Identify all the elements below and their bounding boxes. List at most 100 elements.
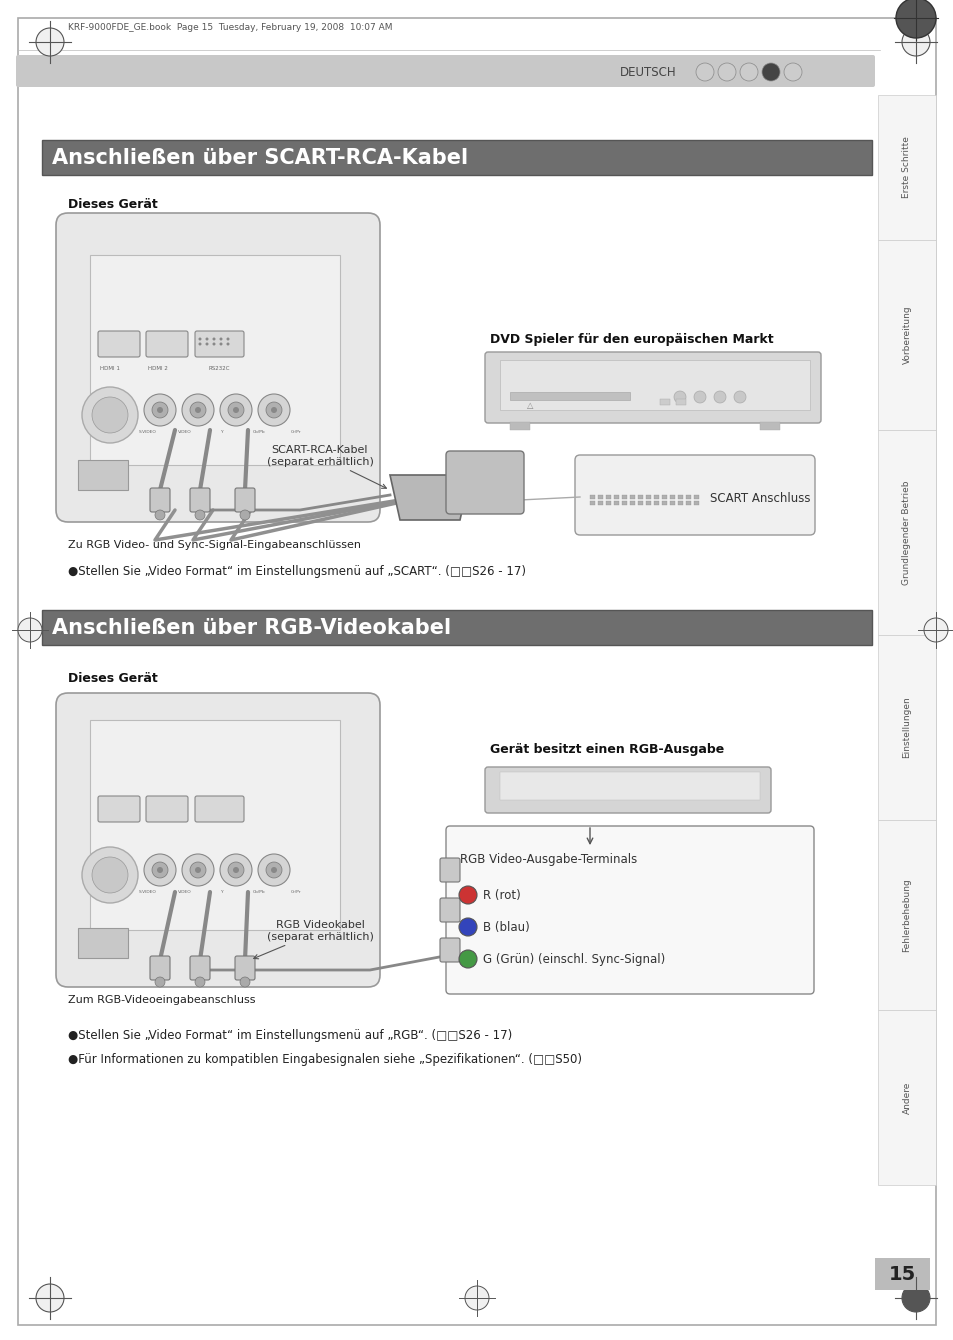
Text: Dieses Gerät: Dieses Gerät <box>68 198 157 212</box>
Circle shape <box>213 343 215 346</box>
Bar <box>638 494 642 498</box>
Circle shape <box>923 618 947 642</box>
Circle shape <box>194 977 205 988</box>
FancyBboxPatch shape <box>150 955 170 980</box>
Circle shape <box>220 394 252 426</box>
Circle shape <box>219 338 222 340</box>
Bar <box>42 139 871 176</box>
Circle shape <box>266 402 282 418</box>
Bar <box>645 501 650 505</box>
Bar <box>654 501 659 505</box>
Circle shape <box>693 391 705 403</box>
Bar <box>877 635 935 820</box>
Text: DVD Spieler für den europäischen Markt: DVD Spieler für den europäischen Markt <box>490 334 773 347</box>
FancyBboxPatch shape <box>439 898 459 922</box>
Circle shape <box>696 63 713 80</box>
Bar <box>693 501 699 505</box>
Bar <box>685 501 690 505</box>
Bar <box>605 501 610 505</box>
Circle shape <box>901 28 929 56</box>
Bar <box>629 501 635 505</box>
Circle shape <box>761 63 780 80</box>
FancyBboxPatch shape <box>439 938 459 962</box>
FancyBboxPatch shape <box>446 452 523 515</box>
Bar <box>877 240 935 430</box>
Text: Y: Y <box>220 430 223 434</box>
Circle shape <box>36 28 64 56</box>
Circle shape <box>205 338 209 340</box>
Text: ●Stellen Sie „Video Format“ im Einstellungsmenü auf „RGB“. (□□S26 - 17): ●Stellen Sie „Video Format“ im Einstellu… <box>68 1029 512 1041</box>
Circle shape <box>228 862 244 878</box>
Bar <box>638 501 642 505</box>
FancyBboxPatch shape <box>234 488 254 512</box>
Text: VIDEO: VIDEO <box>178 890 192 894</box>
Bar <box>874 1258 929 1290</box>
Circle shape <box>194 407 201 413</box>
Bar <box>877 1010 935 1185</box>
Circle shape <box>226 338 230 340</box>
Text: Dieses Gerät: Dieses Gerät <box>68 671 157 685</box>
Text: Zum RGB-Videoeingabeanschluss: Zum RGB-Videoeingabeanschluss <box>68 996 255 1005</box>
Circle shape <box>271 867 276 872</box>
Text: HDMI 2: HDMI 2 <box>148 366 168 370</box>
Text: SCART Anschluss: SCART Anschluss <box>709 492 810 504</box>
Bar <box>661 494 666 498</box>
Circle shape <box>36 1284 64 1312</box>
Text: S-VIDEO: S-VIDEO <box>139 430 156 434</box>
Text: KRF-9000FDE_GE.book  Page 15  Tuesday, February 19, 2008  10:07 AM: KRF-9000FDE_GE.book Page 15 Tuesday, Feb… <box>68 24 392 32</box>
Bar <box>621 494 626 498</box>
Circle shape <box>901 1284 929 1312</box>
Circle shape <box>226 343 230 346</box>
Text: Einstellungen: Einstellungen <box>902 697 910 758</box>
Bar <box>598 494 602 498</box>
Circle shape <box>213 338 215 340</box>
Polygon shape <box>390 474 470 520</box>
Circle shape <box>271 407 276 413</box>
Bar <box>669 494 675 498</box>
Circle shape <box>233 407 239 413</box>
Circle shape <box>240 511 250 520</box>
Text: Cb/Pb: Cb/Pb <box>253 890 265 894</box>
Bar <box>621 501 626 505</box>
FancyBboxPatch shape <box>146 796 188 821</box>
FancyBboxPatch shape <box>98 331 140 356</box>
FancyBboxPatch shape <box>484 766 770 813</box>
Text: 15: 15 <box>887 1265 915 1285</box>
Bar <box>877 95 935 240</box>
Text: △: △ <box>526 401 533 410</box>
FancyBboxPatch shape <box>190 488 210 512</box>
Circle shape <box>219 343 222 346</box>
Circle shape <box>673 391 685 403</box>
Circle shape <box>228 402 244 418</box>
Text: Vorbereitung: Vorbereitung <box>902 306 910 364</box>
Circle shape <box>783 63 801 80</box>
FancyBboxPatch shape <box>150 488 170 512</box>
Text: Cb/Pb: Cb/Pb <box>253 430 265 434</box>
Circle shape <box>733 391 745 403</box>
Text: Andere: Andere <box>902 1081 910 1114</box>
Text: SCART-RCA-Kabel
(separat erhältlich): SCART-RCA-Kabel (separat erhältlich) <box>266 445 386 488</box>
Text: RS232C: RS232C <box>208 366 230 370</box>
FancyBboxPatch shape <box>234 955 254 980</box>
Text: RGB Videokabel
(separat erhältlich): RGB Videokabel (separat erhältlich) <box>253 921 373 959</box>
Bar <box>659 399 669 405</box>
Bar <box>645 494 650 498</box>
FancyBboxPatch shape <box>484 352 821 423</box>
FancyBboxPatch shape <box>146 331 188 356</box>
Circle shape <box>464 1286 489 1311</box>
Text: Gerät besitzt einen RGB-Ausgabe: Gerät besitzt einen RGB-Ausgabe <box>490 744 723 757</box>
Bar <box>678 501 682 505</box>
Bar <box>589 494 595 498</box>
Circle shape <box>154 977 165 988</box>
Text: Y: Y <box>220 890 223 894</box>
Circle shape <box>266 862 282 878</box>
Text: Erste Schritte: Erste Schritte <box>902 137 910 198</box>
Circle shape <box>713 391 725 403</box>
Bar <box>614 501 618 505</box>
Bar <box>589 501 595 505</box>
Circle shape <box>895 0 935 38</box>
Bar <box>669 501 675 505</box>
FancyBboxPatch shape <box>575 456 814 535</box>
Circle shape <box>190 402 206 418</box>
Bar <box>90 255 339 465</box>
